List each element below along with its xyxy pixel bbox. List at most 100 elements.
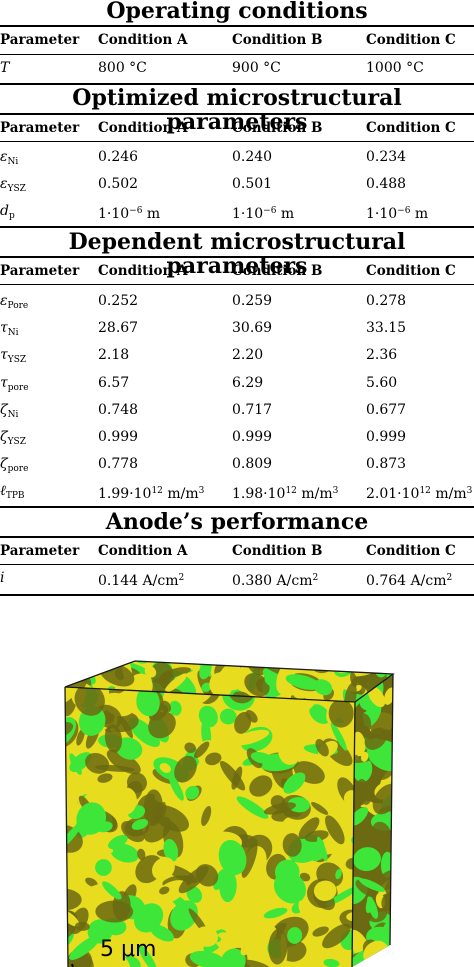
- table-row: τpore 6.57 6.29 5.60: [0, 371, 474, 395]
- value-condition-a: 6.57: [98, 374, 130, 391]
- value-condition-c: 0.873: [366, 456, 407, 473]
- table-header: Parameter Condition A Condition B Condit…: [0, 116, 474, 140]
- value-condition-a: 1.99·1012 m/m3: [98, 486, 205, 503]
- rule: [0, 141, 474, 142]
- table-row: εPore 0.252 0.259 0.278: [0, 289, 474, 313]
- header-parameter: Parameter: [0, 543, 80, 559]
- header-condition-c: Condition C: [366, 543, 456, 559]
- table-row: ζNi 0.748 0.717 0.677: [0, 398, 474, 422]
- value-condition-a: 800 °C: [98, 60, 147, 76]
- value-condition-c: 5.60: [366, 374, 398, 391]
- table-row: i 0.144 A/cm2 0.380 A/cm2 0.764 A/cm2: [0, 566, 474, 590]
- rule: [0, 506, 474, 508]
- header-parameter: Parameter: [0, 120, 80, 136]
- header-condition-a: Condition A: [98, 543, 188, 559]
- table-row: T 800 °C 900 °C 1000 °C: [0, 56, 474, 80]
- table-row: τNi 28.67 30.69 33.15: [0, 316, 474, 340]
- parameter-symbol: ζNi: [0, 401, 19, 420]
- value-condition-c: 2.01·1012 m/m3: [366, 486, 473, 503]
- value-condition-c: 1000 °C: [366, 60, 424, 76]
- rule: [0, 25, 474, 27]
- table-header: Parameter Condition A Condition B Condit…: [0, 259, 474, 283]
- parameter-symbol: ℓTPB: [0, 483, 25, 502]
- table-row: τYSZ 2.18 2.20 2.36: [0, 343, 474, 367]
- value-condition-a: 28.67: [98, 320, 139, 337]
- value-condition-b: 1·10−6 m: [232, 206, 295, 222]
- value-condition-b: 30.69: [232, 320, 273, 337]
- value-condition-b: 2.20: [232, 347, 264, 364]
- value-condition-b: 0.501: [232, 176, 273, 192]
- value-condition-b: 1.98·1012 m/m3: [232, 486, 339, 503]
- header-parameter: Parameter: [0, 263, 80, 279]
- value-condition-c: 0.764 A/cm2: [366, 573, 453, 589]
- value-condition-a: 0.144 A/cm2: [98, 573, 185, 589]
- value-condition-b: 0.999: [232, 429, 273, 445]
- value-condition-c: 0.234: [366, 149, 407, 165]
- value-condition-a: 0.999: [98, 429, 139, 445]
- value-condition-a: 0.246: [98, 149, 139, 165]
- parameter-symbol: τYSZ: [0, 347, 27, 366]
- value-condition-a: 0.502: [98, 176, 139, 192]
- value-condition-c: 33.15: [366, 320, 407, 337]
- parameter-symbol: T: [0, 60, 10, 76]
- header-condition-b: Condition B: [232, 32, 323, 48]
- scale-bar-label: 5 μm: [100, 937, 157, 962]
- table-header: Parameter Condition A Condition B Condit…: [0, 28, 474, 52]
- value-condition-c: 0.278: [366, 293, 407, 309]
- table-row: ζpore 0.778 0.809 0.873: [0, 452, 474, 476]
- cube-front-face: [65, 687, 355, 967]
- value-condition-a: 1·10−6 m: [98, 206, 161, 222]
- parameter-symbol: ζYSZ: [0, 429, 26, 447]
- value-condition-b: 0.717: [232, 401, 273, 418]
- rule: [0, 113, 474, 115]
- value-condition-b: 0.240: [232, 149, 273, 165]
- header-condition-c: Condition C: [366, 32, 456, 48]
- parameter-symbol: εPore: [0, 293, 29, 311]
- value-condition-a: 0.778: [98, 456, 139, 473]
- header-condition-a: Condition A: [98, 120, 188, 136]
- parameter-symbol: dp: [0, 203, 15, 221]
- header-condition-b: Condition B: [232, 263, 323, 279]
- header-condition-a: Condition A: [98, 32, 188, 48]
- value-condition-b: 0.259: [232, 293, 273, 309]
- value-condition-b: 6.29: [232, 374, 264, 391]
- rule: [0, 256, 474, 258]
- value-condition-c: 0.999: [366, 429, 407, 445]
- table-row: dp 1·10−6 m 1·10−6 m 1·10−6 m: [0, 199, 474, 223]
- rule: [0, 536, 474, 538]
- header-condition-c: Condition C: [366, 263, 456, 279]
- header-condition-a: Condition A: [98, 263, 188, 279]
- section-title-operating: Operating conditions: [106, 0, 368, 24]
- header-condition-b: Condition B: [232, 120, 323, 136]
- value-condition-c: 0.677: [366, 401, 407, 418]
- value-condition-c: 1·10−6 m: [366, 206, 429, 222]
- rule: [0, 83, 474, 85]
- table-header: Parameter Condition A Condition B Condit…: [0, 539, 474, 563]
- table-row: εYSZ 0.502 0.501 0.488: [0, 172, 474, 196]
- table-row: εNi 0.246 0.240 0.234: [0, 145, 474, 169]
- value-condition-c: 2.36: [366, 347, 398, 364]
- section-title-performance: Anode’s performance: [105, 509, 369, 535]
- rule: [0, 564, 474, 565]
- cube-edges: [64, 660, 395, 967]
- value-condition-c: 0.488: [366, 176, 407, 192]
- rule: [0, 284, 474, 285]
- rule: [0, 54, 474, 55]
- parameter-symbol: εYSZ: [0, 176, 26, 194]
- table-row: ζYSZ 0.999 0.999 0.999: [0, 425, 474, 449]
- parameter-symbol: τNi: [0, 320, 19, 339]
- parameter-symbol: i: [0, 570, 5, 586]
- header-condition-b: Condition B: [232, 543, 323, 559]
- value-condition-b: 900 °C: [232, 60, 281, 76]
- value-condition-b: 0.380 A/cm2: [232, 573, 319, 589]
- value-condition-a: 2.18: [98, 347, 130, 364]
- parameter-symbol: ζpore: [0, 456, 29, 475]
- value-condition-a: 0.252: [98, 293, 139, 309]
- rule: [0, 594, 474, 596]
- microstructure-cube-image: [64, 660, 395, 967]
- parameter-symbol: τpore: [0, 374, 29, 393]
- value-condition-b: 0.809: [232, 456, 273, 473]
- table-row: ℓTPB 1.99·1012 m/m3 1.98·1012 m/m3 2.01·101…: [0, 479, 474, 503]
- parameter-symbol: εNi: [0, 149, 19, 167]
- rule: [0, 226, 474, 228]
